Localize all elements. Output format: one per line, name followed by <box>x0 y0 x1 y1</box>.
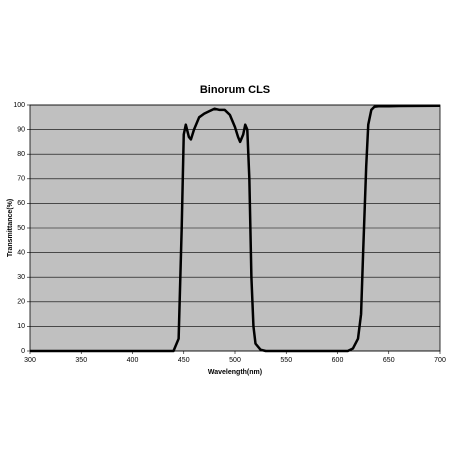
y-tick-label: 90 <box>17 126 25 133</box>
x-tick-label: 450 <box>178 357 190 364</box>
y-tick-label: 50 <box>17 225 25 232</box>
x-tick-label: 500 <box>229 357 241 364</box>
y-tick-label: 30 <box>17 274 25 281</box>
x-tick-label: 600 <box>332 357 344 364</box>
x-tick-label: 350 <box>75 357 87 364</box>
y-tick-label: 80 <box>17 151 25 158</box>
y-tick-label: 20 <box>17 299 25 306</box>
y-tick-label: 40 <box>17 249 25 256</box>
y-tick-label: 100 <box>13 102 25 109</box>
x-tick-label: 300 <box>24 357 36 364</box>
x-tick-label: 400 <box>127 357 139 364</box>
y-tick-label: 60 <box>17 200 25 207</box>
x-tick-label: 700 <box>434 357 446 364</box>
y-tick-label: 10 <box>17 323 25 330</box>
y-axis-label: Transmittance(%) <box>7 199 14 257</box>
y-tick-label: 0 <box>21 348 25 355</box>
x-axis-label: Wavelength(nm) <box>208 369 262 376</box>
transmittance-line <box>30 104 441 353</box>
y-tick-label: 70 <box>17 176 25 183</box>
x-tick-label: 650 <box>383 357 395 364</box>
chart-title: Binorum CLS <box>200 84 270 96</box>
x-tick-label: 550 <box>280 357 292 364</box>
